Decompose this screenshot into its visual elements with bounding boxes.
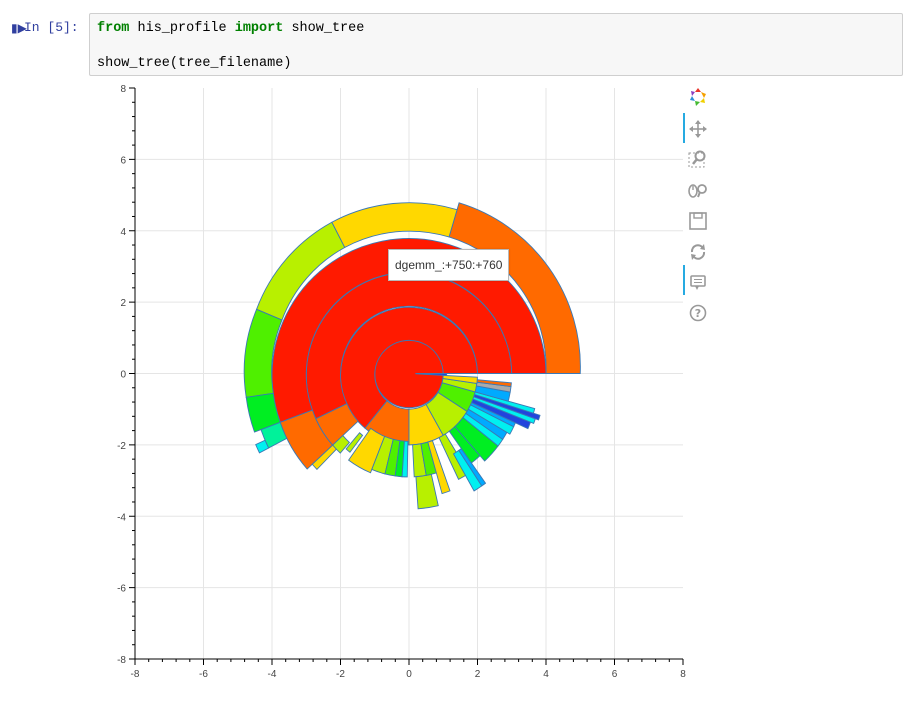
sunburst-segment[interactable] xyxy=(427,439,451,495)
code-line-2: show_tree(tree_filename) xyxy=(97,56,292,71)
y-tick-label: -6 xyxy=(117,584,126,595)
y-tick-label: -2 xyxy=(117,441,126,452)
bokeh-logo-icon[interactable] xyxy=(687,86,709,108)
x-tick-label: -6 xyxy=(199,669,208,680)
sunburst-segment[interactable] xyxy=(311,444,337,471)
hover-tooltip: dgemm_:+750:+760 xyxy=(388,249,510,281)
y-tick-label: 0 xyxy=(120,370,126,381)
hover-icon[interactable] xyxy=(687,272,709,294)
hover-active-indicator xyxy=(683,265,685,295)
sunburst-segment[interactable] xyxy=(315,403,359,446)
imported-name: show_tree xyxy=(283,21,365,36)
y-tick-label: 2 xyxy=(120,298,126,309)
reset-icon[interactable] xyxy=(687,241,709,263)
sunburst-segment[interactable] xyxy=(415,373,448,377)
y-tick-label: -4 xyxy=(117,512,126,523)
sunburst-segment[interactable] xyxy=(345,432,364,453)
box-zoom-icon[interactable] xyxy=(687,148,709,170)
sunburst-chart[interactable]: -8 -6 -4 -2 0 2 4 6 8 8 6 4 2 0 -2 -4 -6 -8 xyxy=(90,84,710,696)
notebook-cell[interactable]: ▮▶ In [5]: from his_profile import show_… xyxy=(0,0,916,80)
y-tick-label: 4 xyxy=(120,227,126,238)
keyword-from: from xyxy=(97,21,130,36)
y-tick-label: 6 xyxy=(120,155,126,166)
x-tick-label: 6 xyxy=(612,669,618,680)
plot-toolbar: ? xyxy=(683,86,713,326)
sunburst-segment[interactable] xyxy=(255,439,270,454)
pan-active-indicator xyxy=(683,113,685,143)
help-icon[interactable]: ? xyxy=(687,302,709,324)
pan-icon[interactable] xyxy=(687,118,709,140)
module-name: his_profile xyxy=(129,21,235,36)
x-tick-label: 4 xyxy=(543,669,549,680)
run-icon[interactable]: ▮▶ xyxy=(11,21,27,35)
keyword-import: import xyxy=(234,21,284,36)
bokeh-plot[interactable]: -8 -6 -4 -2 0 2 4 6 8 8 6 4 2 0 -2 -4 -6 -8 xyxy=(90,84,710,696)
svg-text:?: ? xyxy=(695,307,701,320)
x-tick-label: -8 xyxy=(131,669,140,680)
x-tick-label: -4 xyxy=(268,669,277,680)
x-tick-label: 2 xyxy=(475,669,481,680)
x-tick-label: 8 xyxy=(680,669,686,680)
x-tick-label: 0 xyxy=(406,669,412,680)
y-tick-label: 8 xyxy=(120,84,126,95)
x-tick-label: -2 xyxy=(336,669,345,680)
y-tick-label: -8 xyxy=(117,655,126,666)
cell-prompt: In [5]: xyxy=(24,20,79,35)
sunburst-segment[interactable] xyxy=(401,440,409,478)
wheel-zoom-icon[interactable] xyxy=(687,179,709,201)
sunburst-segment[interactable] xyxy=(448,202,581,374)
save-icon[interactable] xyxy=(687,210,709,232)
code-line-1: from his_profile import show_tree xyxy=(97,21,364,37)
sunburst-segment[interactable] xyxy=(415,473,439,510)
code-input-area[interactable]: from his_profile import show_tree show_t… xyxy=(89,13,903,76)
